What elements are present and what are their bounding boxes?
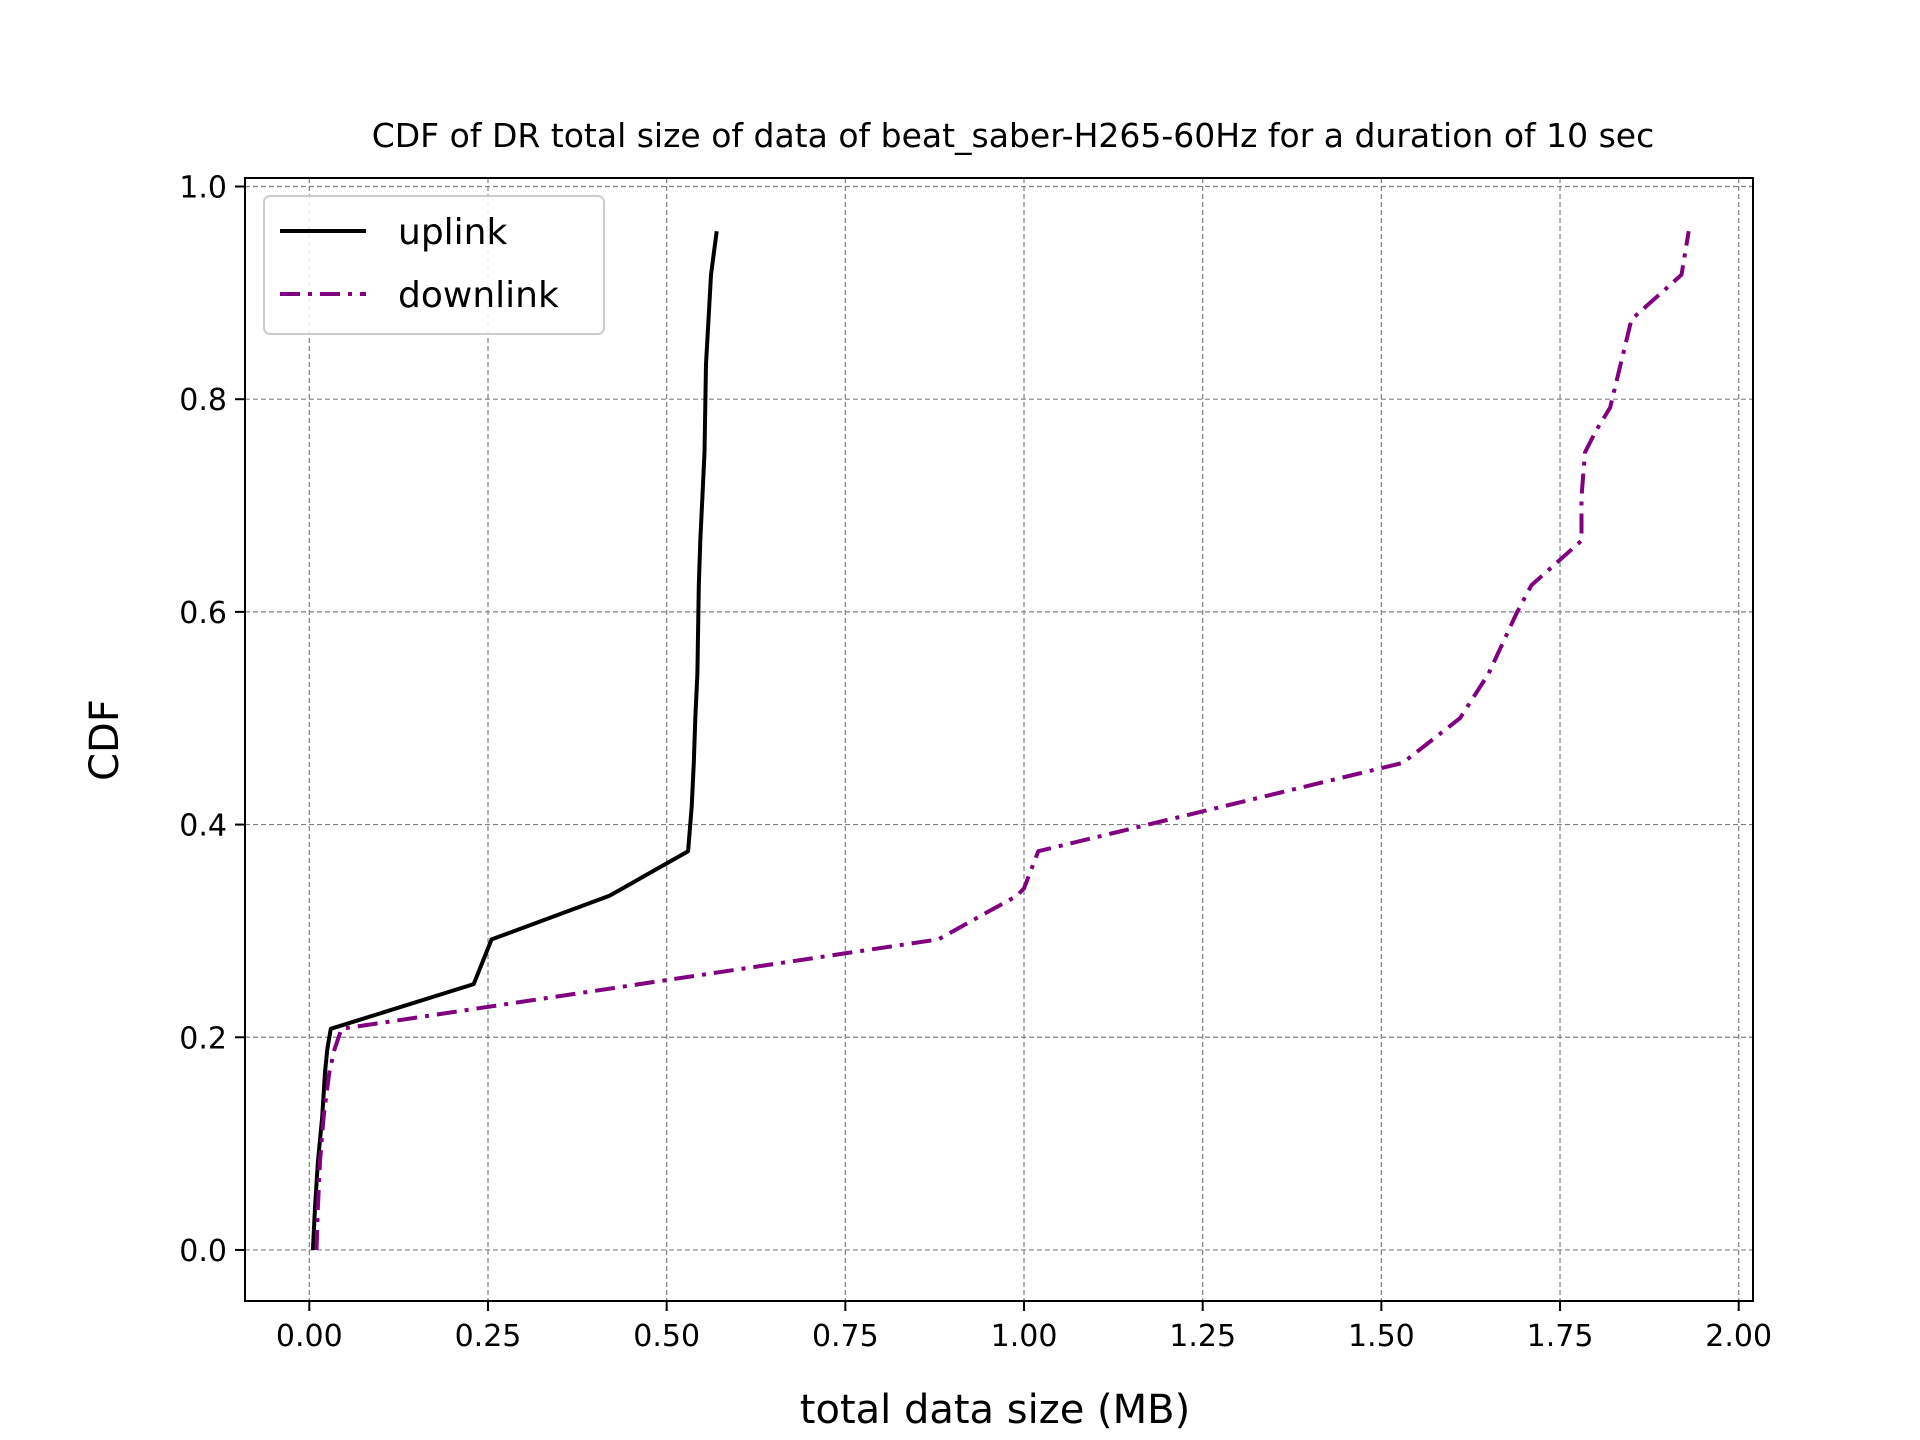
x-tick-label: 1.00 [991, 1319, 1058, 1354]
grid [245, 178, 1753, 1301]
legend-label-downlink: downlink [398, 275, 559, 316]
legend: uplink downlink [263, 195, 605, 335]
y-tick-label: 0.4 [179, 809, 227, 844]
x-tick-label: 0.25 [455, 1319, 522, 1354]
plot-frame [244, 177, 1754, 1302]
chart-title: CDF of DR total size of data of beat_sab… [372, 116, 1655, 155]
x-tick-label: 1.50 [1348, 1319, 1415, 1354]
y-tick-label: 0.8 [179, 383, 227, 418]
x-tick-label: 0.50 [633, 1319, 700, 1354]
legend-label-uplink: uplink [398, 212, 507, 253]
y-ticks: 0.0 0.2 0.4 0.6 0.8 1.0 [179, 171, 245, 1269]
y-tick-label: 0.6 [179, 596, 227, 631]
x-ticks: 0.00 0.25 0.50 0.75 1.00 1.25 1.50 1.75 2.00 [276, 1301, 1772, 1354]
y-tick-label: 1.0 [179, 171, 227, 206]
y-axis-label: CDF [82, 699, 128, 781]
series-layer [310, 230, 1691, 1251]
x-tick-label: 2.00 [1705, 1319, 1772, 1354]
x-tick-label: 1.25 [1169, 1319, 1236, 1354]
x-tick-label: 0.00 [276, 1319, 343, 1354]
x-axis-label: total data size (MB) [800, 1387, 1190, 1433]
series-line-uplink [310, 230, 719, 1251]
series-line-downlink [314, 230, 1691, 1251]
y-tick-label: 0.2 [179, 1021, 227, 1056]
y-tick-label: 0.0 [179, 1234, 227, 1269]
x-tick-label: 0.75 [812, 1319, 879, 1354]
x-tick-label: 1.75 [1527, 1319, 1594, 1354]
